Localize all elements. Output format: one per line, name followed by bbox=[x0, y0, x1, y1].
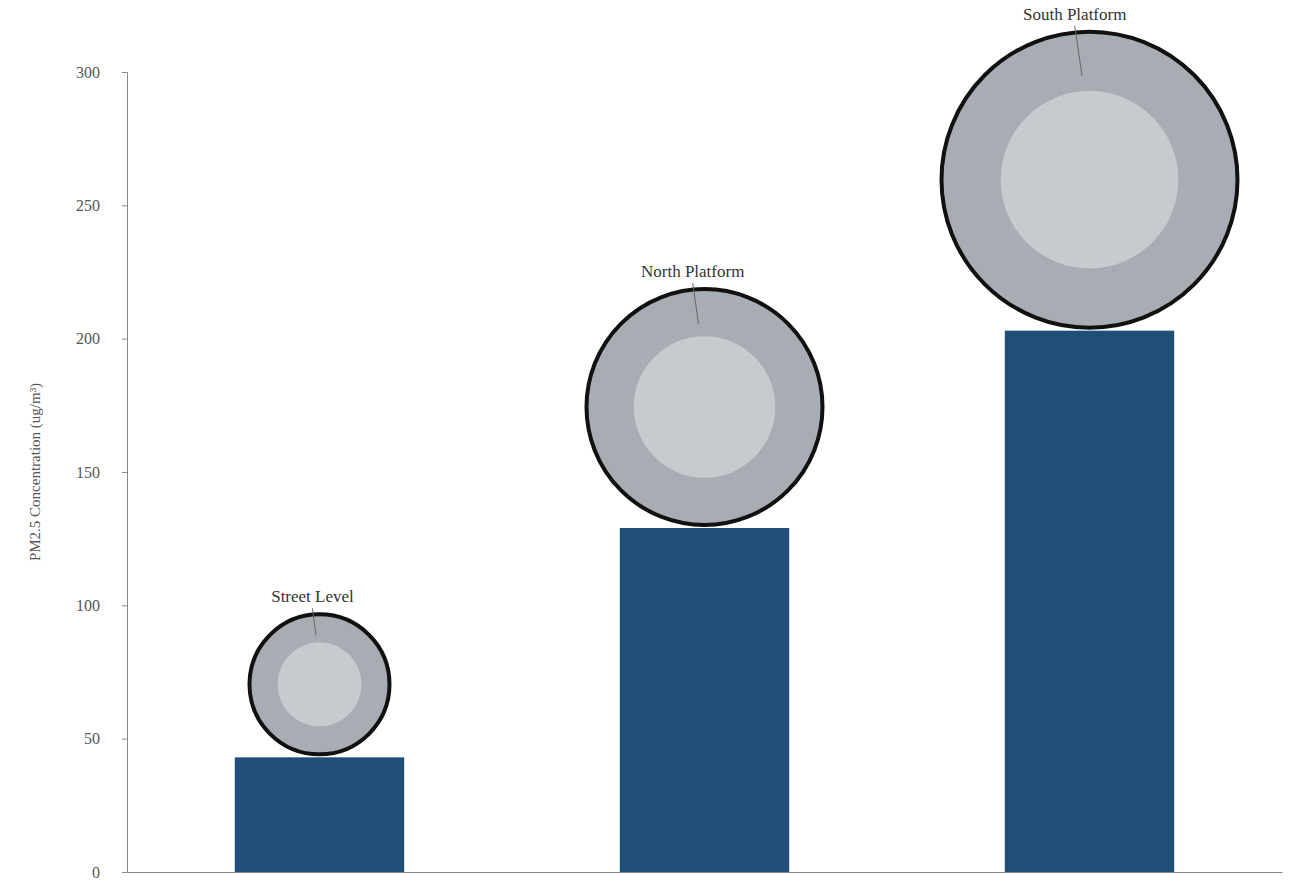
photo bbox=[942, 32, 1238, 328]
x-axis-line bbox=[128, 872, 1283, 873]
y-tick-label: 0 bbox=[92, 864, 100, 880]
leader-line bbox=[313, 608, 317, 635]
y-tick: 50 bbox=[84, 730, 127, 747]
leader-line bbox=[693, 283, 699, 324]
y-tick-mark bbox=[122, 739, 127, 740]
y-axis-line bbox=[122, 73, 128, 873]
photo-detail bbox=[278, 642, 362, 726]
category-label: South Platform bbox=[1023, 5, 1126, 24]
category-label: Street Level bbox=[271, 587, 354, 606]
y-tick-mark bbox=[122, 205, 127, 206]
y-tick-label: 200 bbox=[76, 330, 100, 347]
y-tick: 250 bbox=[76, 197, 127, 214]
y-tick-label: 150 bbox=[76, 464, 100, 481]
photo bbox=[250, 614, 390, 754]
bars bbox=[235, 331, 1174, 872]
bar bbox=[1005, 331, 1174, 872]
y-axis: 0 50 100 150 200 250 300 bbox=[76, 64, 128, 880]
bar bbox=[620, 528, 789, 872]
plot: 0 50 100 150 200 250 300 Street Level North Plat… bbox=[76, 5, 1283, 880]
y-tick-mark bbox=[122, 605, 127, 606]
y-tick: 150 bbox=[76, 464, 127, 481]
photo-detail bbox=[634, 336, 776, 478]
y-tick: 300 bbox=[76, 64, 127, 81]
photo bbox=[587, 289, 823, 525]
leader-line bbox=[1075, 26, 1082, 76]
y-tick-label: 50 bbox=[84, 730, 100, 747]
y-tick-mark bbox=[122, 339, 127, 340]
y-tick-label: 100 bbox=[76, 597, 100, 614]
y-tick-label: 300 bbox=[76, 64, 100, 81]
x-axis bbox=[128, 872, 1283, 874]
chart: 0 50 100 150 200 250 300 Street Level North Plat… bbox=[0, 0, 1296, 880]
category-label: North Platform bbox=[641, 262, 744, 281]
y-tick-mark bbox=[122, 872, 127, 873]
photo-detail bbox=[1001, 91, 1179, 269]
y-tick: 0 bbox=[92, 864, 127, 880]
y-tick-mark bbox=[122, 72, 127, 73]
y-axis-title: PM2.5 Concentration (ug/m³) bbox=[27, 383, 44, 561]
y-tick-label: 250 bbox=[76, 197, 100, 214]
annotations: Street Level North Platform South Platform bbox=[250, 5, 1238, 755]
y-tick: 100 bbox=[76, 597, 127, 614]
y-tick-mark bbox=[122, 472, 127, 473]
bar bbox=[235, 757, 404, 872]
y-tick: 200 bbox=[76, 330, 127, 347]
